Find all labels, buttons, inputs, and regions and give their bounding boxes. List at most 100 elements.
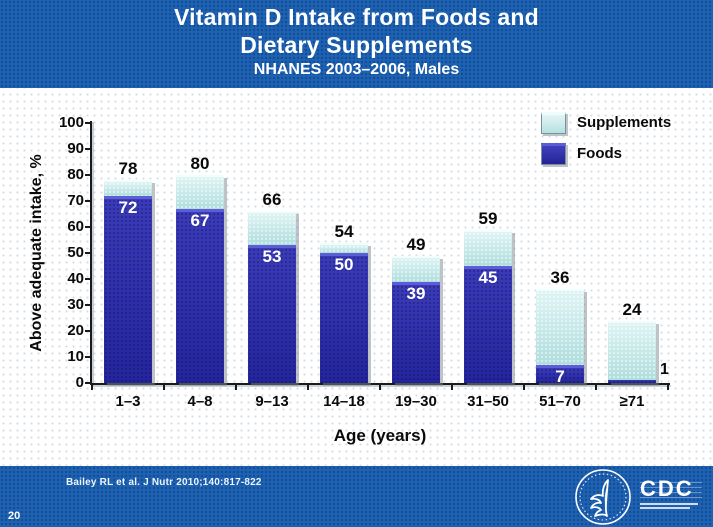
- y-axis-line: [90, 121, 92, 385]
- y-axis-tick: [85, 200, 90, 202]
- x-axis-title: Age (years): [333, 426, 427, 445]
- supplements-segment: [608, 320, 656, 381]
- x-tick-label: 9–13: [255, 393, 289, 410]
- bar-group: [608, 320, 656, 383]
- bar-total-label: 80: [190, 154, 210, 173]
- chart-subtitle: NHANES 2003–2006, Males: [253, 61, 460, 78]
- y-tick-label: 100: [58, 114, 84, 131]
- foods-segment: [248, 245, 296, 383]
- y-tick-label: 20: [67, 322, 84, 339]
- y-axis-tick: [85, 148, 90, 150]
- x-axis-tick: [235, 385, 237, 390]
- x-axis-tick: [163, 385, 165, 390]
- y-tick-label: 80: [67, 166, 84, 183]
- page-number: 20: [8, 510, 21, 522]
- bar-group: [248, 211, 296, 383]
- supplements-segment: [464, 229, 512, 266]
- slide-header: Vitamin D Intake from Foods and Dietary …: [0, 0, 713, 88]
- y-axis-tick: [85, 174, 90, 176]
- foods-swatch: [541, 142, 566, 165]
- slide-footer: Bailey RL et al. J Nutr 2010;140:817-822…: [0, 466, 713, 527]
- y-tick-label: 10: [67, 348, 84, 365]
- x-axis-tick: [667, 385, 669, 390]
- foods-segment: [104, 195, 152, 383]
- x-axis-tick: [91, 385, 93, 390]
- bar-total-label: 66: [262, 190, 282, 210]
- bar-foods-label: 45: [478, 268, 498, 287]
- bar-group: [320, 242, 368, 383]
- foods-segment: [464, 266, 512, 383]
- supplements-segment: [104, 180, 152, 196]
- y-tick-label: 70: [67, 192, 84, 209]
- citation: Bailey RL et al. J Nutr 2010;140:817-822: [66, 477, 262, 488]
- bar-foods-label: 39: [406, 283, 426, 303]
- supplements-segment: [176, 175, 224, 209]
- cdc-wordmark: CDC: [640, 478, 702, 500]
- y-tick-label: 50: [67, 244, 84, 261]
- bar-group: [536, 289, 584, 383]
- x-tick-label: 1–3: [115, 393, 141, 410]
- x-axis-tick: [451, 385, 453, 390]
- x-axis-line: [90, 383, 670, 385]
- x-tick-label: ≥71: [619, 393, 645, 410]
- supplements-segment: [536, 289, 584, 365]
- y-axis-tick: [85, 304, 90, 306]
- legend-item-foods: Foods: [541, 142, 671, 165]
- y-tick-label: 40: [67, 270, 84, 287]
- bar-total-label: 49: [406, 234, 426, 254]
- bar-total-label: 36: [550, 268, 570, 288]
- foods-segment: [608, 380, 656, 383]
- cdc-caption-line: [640, 503, 698, 505]
- x-tick-label: 19–30: [395, 393, 437, 410]
- bar-foods-label: 67: [190, 210, 210, 230]
- x-axis-tick: [307, 385, 309, 390]
- legend-label-foods: Foods: [577, 145, 622, 162]
- chart-title-line-1: Vitamin D Intake from Foods and: [174, 4, 539, 30]
- legend: Supplements Foods: [541, 111, 671, 173]
- hhs-eagle-seal-icon: [574, 468, 632, 526]
- x-axis-tick: [379, 385, 381, 390]
- cdc-logo: CDC: [640, 478, 702, 509]
- bar-group: [176, 175, 224, 383]
- x-tick-label: 31–50: [467, 393, 509, 410]
- y-axis-tick: [85, 252, 90, 254]
- bar-foods-label: 50: [334, 255, 354, 274]
- supplements-segment: [320, 242, 368, 253]
- y-axis-tick: [85, 330, 90, 332]
- y-axis-tick: [85, 356, 90, 358]
- x-axis-tick: [523, 385, 525, 390]
- bar-group: [104, 180, 152, 383]
- y-tick-label: 90: [67, 140, 84, 157]
- legend-label-supplements: Supplements: [577, 114, 672, 131]
- y-axis-tick: [85, 122, 90, 124]
- y-axis-tick: [85, 278, 90, 280]
- foods-segment: [320, 253, 368, 383]
- supplements-segment: [248, 211, 296, 246]
- bar-foods-label: 53: [262, 247, 282, 267]
- x-axis-tick: [595, 385, 597, 390]
- bar-group: [392, 255, 440, 383]
- chart-title-line-2: Dietary Supplements: [240, 32, 473, 58]
- plot-area: 78 72 80 67 66 53 54 50 49 39 59 45 36 7 24 1: [92, 123, 669, 386]
- y-tick-label: 60: [67, 218, 84, 235]
- bar-total-label: 24: [622, 299, 642, 319]
- cdc-caption-line: [640, 507, 690, 509]
- bar-foods-label: 7: [555, 366, 565, 386]
- foods-segment: [176, 208, 224, 383]
- bar-total-label: 54: [334, 221, 354, 241]
- bar-total-label: 59: [478, 208, 498, 228]
- bar-total-label: 78: [118, 159, 138, 179]
- x-tick-label: 14–18: [323, 393, 365, 410]
- y-axis-tick: [85, 382, 90, 384]
- supplements-segment: [392, 255, 440, 282]
- legend-item-supplements: Supplements: [541, 111, 671, 134]
- y-tick-label: 0: [75, 374, 84, 391]
- foods-segment: [536, 364, 584, 383]
- supplements-swatch: [541, 111, 566, 134]
- bar-foods-label: 1: [660, 361, 669, 378]
- bar-foods-label: 72: [118, 197, 138, 217]
- y-axis-tick: [85, 226, 90, 228]
- bar-group: [464, 229, 512, 383]
